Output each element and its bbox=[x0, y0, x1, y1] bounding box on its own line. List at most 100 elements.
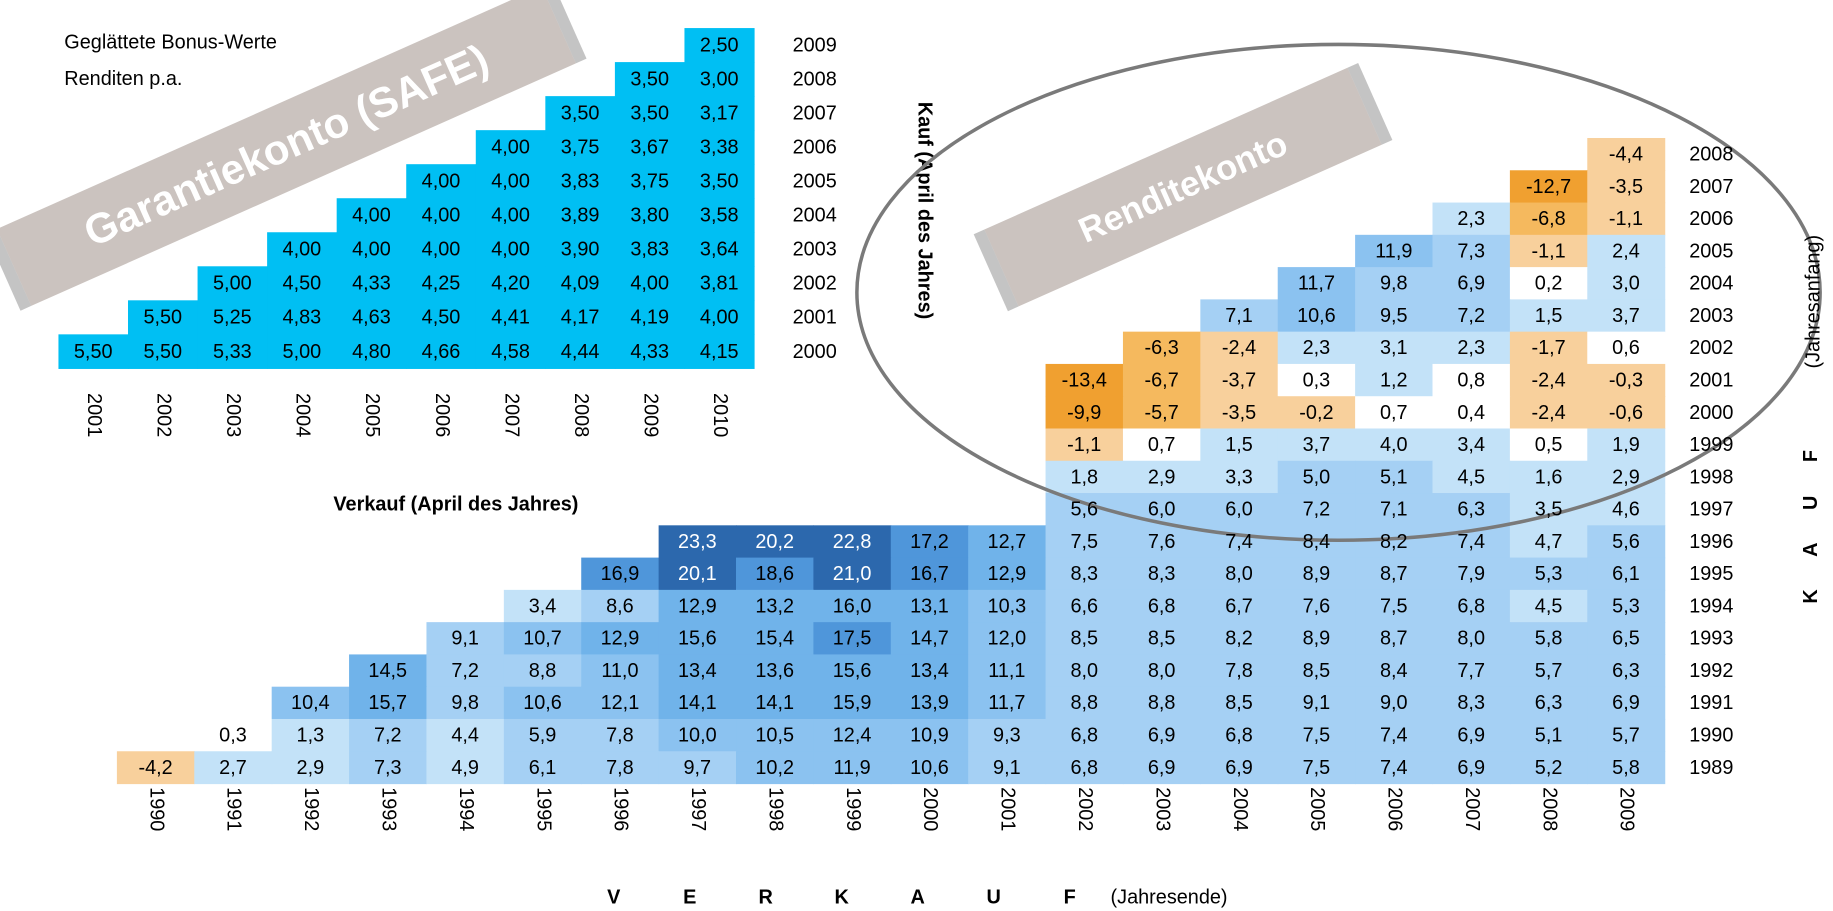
cell-value: -9,9 bbox=[1067, 402, 1101, 424]
row-label: 2003 bbox=[1689, 305, 1733, 327]
y-axis-letter: U bbox=[1800, 496, 1822, 510]
cell-value: 5,3 bbox=[1612, 595, 1640, 617]
cell-value: 4,5 bbox=[1535, 595, 1563, 617]
cell-value: 6,8 bbox=[1457, 595, 1485, 617]
row-label: 2005 bbox=[793, 171, 837, 193]
y-axis-note: (Jahresanfang) bbox=[1803, 235, 1825, 369]
cell-value: 11,7 bbox=[988, 692, 1025, 714]
cell-value: 3,67 bbox=[630, 137, 669, 159]
cell-value: 6,9 bbox=[1457, 725, 1485, 747]
cell-value: 4,09 bbox=[561, 273, 600, 295]
cell-value: 20,2 bbox=[755, 531, 794, 553]
cell-value: 10,5 bbox=[755, 725, 794, 747]
cell-value: 3,81 bbox=[700, 273, 739, 295]
cell-value: 8,6 bbox=[606, 595, 634, 617]
cell-value: 6,8 bbox=[1148, 595, 1176, 617]
cell-value: 8,0 bbox=[1457, 628, 1485, 650]
cell-value: 1,9 bbox=[1612, 434, 1640, 456]
cell-value: 8,9 bbox=[1303, 628, 1331, 650]
column-label: 1999 bbox=[842, 787, 864, 831]
cell-value: 5,00 bbox=[283, 341, 322, 363]
cell-value: 8,5 bbox=[1225, 692, 1253, 714]
cell-value: 8,5 bbox=[1303, 660, 1331, 682]
cell-value: 22,8 bbox=[833, 531, 872, 553]
cell-value: 16,0 bbox=[833, 595, 872, 617]
cell-value: 10,6 bbox=[910, 757, 949, 779]
cell-value: 4,00 bbox=[491, 137, 530, 159]
column-label: 2007 bbox=[500, 393, 522, 437]
cell-value: 6,8 bbox=[1070, 757, 1098, 779]
cell-value: 3,3 bbox=[1225, 466, 1253, 488]
cell-value: 3,50 bbox=[630, 69, 669, 91]
cell-value: 7,5 bbox=[1303, 725, 1331, 747]
column-label: 2006 bbox=[431, 393, 453, 437]
column-label: 1992 bbox=[300, 787, 322, 831]
cell-value: -1,7 bbox=[1531, 337, 1565, 359]
row-label: 1991 bbox=[1689, 692, 1733, 714]
cell-value: 9,5 bbox=[1380, 305, 1408, 327]
cell-value: -4,4 bbox=[1609, 144, 1643, 166]
cell-value: 9,1 bbox=[1303, 692, 1331, 714]
cell-value: 1,2 bbox=[1380, 369, 1408, 391]
cell-value: 8,3 bbox=[1070, 563, 1098, 585]
cell-value: -1,1 bbox=[1067, 434, 1101, 456]
cell-value: 7,4 bbox=[1380, 725, 1408, 747]
cell-value: 2,7 bbox=[219, 757, 247, 779]
cell-value: 8,0 bbox=[1148, 660, 1176, 682]
cell-value: 7,1 bbox=[1225, 305, 1253, 327]
column-label: 1995 bbox=[532, 787, 554, 831]
cell-value: 9,3 bbox=[993, 725, 1021, 747]
cell-value: -3,5 bbox=[1222, 402, 1256, 424]
column-label: 2009 bbox=[639, 393, 661, 437]
cell-value: -2,4 bbox=[1531, 402, 1565, 424]
cell-value: 6,9 bbox=[1148, 757, 1176, 779]
row-label: 1998 bbox=[1689, 466, 1733, 488]
cell-value: 4,50 bbox=[422, 307, 461, 329]
row-label: 2009 bbox=[793, 34, 837, 56]
cell-value: 13,2 bbox=[755, 595, 794, 617]
cell-value: 3,75 bbox=[561, 137, 600, 159]
cell-value: 0,6 bbox=[1612, 337, 1640, 359]
cell-value: 7,6 bbox=[1148, 531, 1176, 553]
row-label: 1996 bbox=[1689, 531, 1733, 553]
column-label: 2004 bbox=[1229, 787, 1251, 831]
cell-value: 0,4 bbox=[1457, 402, 1485, 424]
cell-value: 4,00 bbox=[422, 239, 461, 261]
cell-value: 4,17 bbox=[561, 307, 600, 329]
header-line: Renditen p.a. bbox=[64, 68, 182, 90]
cell-value: 8,0 bbox=[1070, 660, 1098, 682]
cell-value: 11,7 bbox=[1298, 273, 1335, 295]
cell-value: 0,2 bbox=[1535, 273, 1563, 295]
cell-value: 7,5 bbox=[1303, 757, 1331, 779]
row-label: 1995 bbox=[1689, 563, 1733, 585]
cell-value: 15,7 bbox=[368, 692, 407, 714]
cell-value: 8,0 bbox=[1225, 563, 1253, 585]
row-label: 1993 bbox=[1689, 628, 1733, 650]
row-label: 1999 bbox=[1689, 434, 1733, 456]
cell-value: 3,90 bbox=[561, 239, 600, 261]
cell-value: 4,33 bbox=[352, 273, 391, 295]
cell-value: 4,9 bbox=[451, 757, 479, 779]
cell-value: 15,4 bbox=[755, 628, 794, 650]
cell-value: 7,5 bbox=[1380, 595, 1408, 617]
cell-value: 4,00 bbox=[491, 205, 530, 227]
column-label: 2008 bbox=[1538, 787, 1560, 831]
cell-value: 7,2 bbox=[451, 660, 479, 682]
cell-value: 7,8 bbox=[1225, 660, 1253, 682]
cell-value: -1,1 bbox=[1531, 240, 1565, 262]
cell-value: -13,4 bbox=[1062, 369, 1107, 391]
cell-value: -0,6 bbox=[1609, 402, 1643, 424]
cell-value: 21,0 bbox=[833, 563, 872, 585]
cell-value: 7,9 bbox=[1457, 563, 1485, 585]
cell-value: 4,0 bbox=[1380, 434, 1408, 456]
cell-value: 10,7 bbox=[523, 628, 562, 650]
cell-value: 6,1 bbox=[1612, 563, 1640, 585]
cell-value: 6,8 bbox=[1225, 725, 1253, 747]
cell-value: 5,7 bbox=[1612, 725, 1640, 747]
cell-value: 4,00 bbox=[491, 239, 530, 261]
column-label: 2003 bbox=[222, 393, 244, 437]
cell-value: 5,33 bbox=[213, 341, 252, 363]
row-label: 2007 bbox=[793, 103, 837, 125]
cell-value: 6,9 bbox=[1612, 692, 1640, 714]
cell-value: 4,00 bbox=[422, 205, 461, 227]
